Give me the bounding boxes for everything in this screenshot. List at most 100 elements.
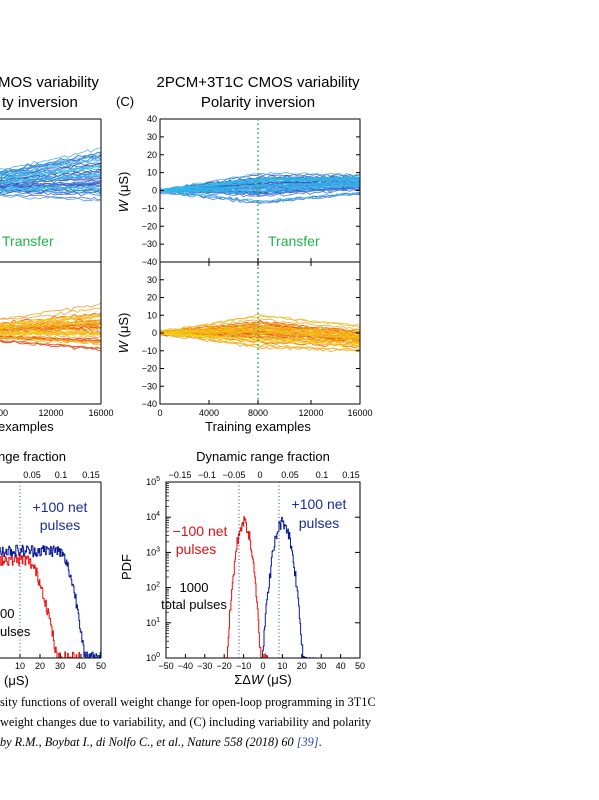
trace-line [160, 184, 360, 194]
bottom-plot-frame [0, 481, 361, 659]
trace-line [0, 327, 101, 333]
x-tick-label: 50 [355, 661, 365, 671]
bl-top-tick: 0.1 [55, 470, 68, 480]
trace-line [0, 147, 101, 170]
trace-line [160, 181, 360, 192]
x-tick-label: −30 [197, 661, 212, 671]
left-x-label: examples [0, 419, 54, 434]
trace-line [0, 335, 101, 342]
bl-x-tick: 50 [96, 661, 106, 671]
bl-plus-label-1: +100 net [33, 499, 88, 515]
br-plus-label-2: pulses [299, 515, 339, 531]
log-tick-label: 102 [146, 582, 160, 593]
y-tick-label: −10 [142, 346, 157, 356]
bottom-right-title: Dynamic range fraction [196, 449, 330, 464]
right-axes: 40 30 20 10 0 −10 −20 −30 −40 30 20 10 0 −10 −20 −30 −40 [142, 114, 361, 409]
left-transfer-label: Transfer [2, 233, 54, 249]
bl-total-label-2: ulses [0, 624, 31, 639]
log-tick-label: 100 [146, 652, 160, 663]
y-tick-label: −10 [142, 203, 157, 213]
right-x-tick: 4000 [199, 408, 219, 418]
trace-line [160, 331, 360, 341]
y-tick-label: −40 [142, 399, 157, 409]
histogram-line [0, 553, 81, 658]
y-tick-label: 10 [147, 310, 157, 320]
trace-line [160, 313, 360, 334]
trace-line [160, 186, 360, 196]
left-x-tick: 00 [0, 408, 8, 418]
trace-line [0, 175, 101, 185]
x-tick-label: −10 [236, 661, 251, 671]
log-tick-label: 104 [146, 511, 160, 522]
x-tick-label: 10 [277, 661, 287, 671]
trace-line [0, 331, 101, 337]
caption-reference: by R.M., Boybat I., di Nolfo C., et al.,… [0, 735, 294, 749]
citation-link[interactable]: [39] [296, 735, 319, 749]
br-plus-label-1: +100 net [292, 496, 347, 512]
right-plot-frame [159, 118, 361, 405]
trace-line [0, 336, 101, 344]
right-bottom-y-label: W (μS) [116, 313, 131, 354]
trace-line [0, 332, 101, 337]
y-tick-label: −30 [142, 239, 157, 249]
left-x-tick: 16000 [88, 408, 113, 418]
trace-line [160, 332, 360, 347]
br-total-label-2: total pulses [161, 597, 227, 612]
trace-line [0, 165, 101, 180]
right-x-tick: 8000 [248, 408, 268, 418]
left-title-line2: ty inversion [2, 94, 78, 111]
right-transfer-label: Transfer [268, 233, 320, 249]
y-tick-label: 10 [147, 168, 157, 178]
trace-line [0, 173, 101, 184]
trace-line [0, 302, 101, 320]
y-tick-label: 30 [147, 132, 157, 142]
trace-line [0, 194, 101, 201]
br-y-label: PDF [119, 554, 134, 580]
y-tick-label: 0 [152, 186, 157, 196]
right-x-label: Training examples [205, 419, 311, 434]
histogram-line [226, 516, 269, 658]
right-top-y-label: W (μS) [116, 172, 131, 213]
bl-x-tick: 30 [55, 661, 65, 671]
trace-line [0, 191, 101, 197]
bottom-left-histogram [0, 544, 101, 658]
trace-line [0, 340, 101, 350]
trace-line [0, 329, 101, 335]
br-total-label-1: 1000 [180, 580, 209, 595]
trace-line [160, 321, 360, 334]
histogram-line [0, 544, 101, 658]
bl-x-tick: 10 [15, 661, 25, 671]
x-tick-label: 0 [260, 661, 265, 671]
figure-caption: sity functions of overall weight change … [0, 692, 599, 752]
trace-line [160, 173, 360, 191]
x-tick-label: 30 [316, 661, 326, 671]
bl-plus-label-2: pulses [40, 517, 80, 533]
trace-line [0, 319, 101, 327]
y-tick-label: −40 [142, 257, 157, 267]
br-top-tick: 0.15 [342, 470, 360, 480]
histogram-line [257, 516, 314, 658]
left-title-line1: MOS variability [0, 74, 99, 91]
right-x-tick: 16000 [347, 408, 372, 418]
trace-line [0, 320, 101, 330]
trace-line [0, 168, 101, 181]
trace-line [0, 180, 101, 188]
br-top-tick: −0.15 [169, 470, 192, 480]
trace-line [160, 189, 360, 204]
trace-line [0, 155, 101, 174]
caption-period: . [318, 735, 322, 749]
trace-line [160, 182, 360, 192]
trace-line [0, 313, 101, 326]
left-x-tick: 12000 [38, 408, 63, 418]
log-tick-label: 101 [146, 617, 160, 628]
trace-line [0, 157, 101, 176]
y-tick-label: −20 [142, 221, 157, 231]
trace-line [160, 315, 360, 333]
x-tick-label: −40 [178, 661, 193, 671]
y-tick-label: 30 [147, 275, 157, 285]
bl-top-tick: 0.15 [82, 470, 100, 480]
br-top-tick: 0.1 [316, 470, 329, 480]
bl-x-tick: 20 [35, 661, 45, 671]
y-tick-label: −30 [142, 381, 157, 391]
right-title-line2: Polarity inversion [201, 94, 315, 111]
